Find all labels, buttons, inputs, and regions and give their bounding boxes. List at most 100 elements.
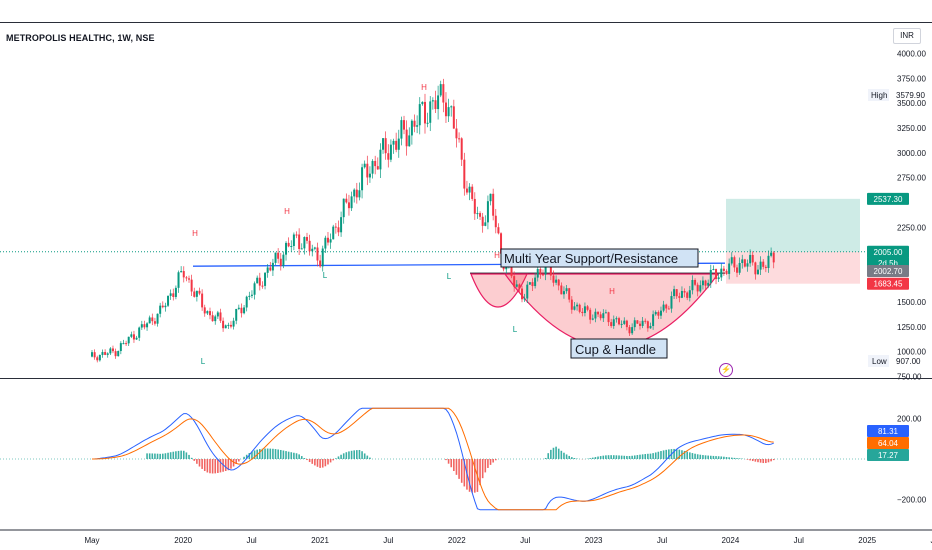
candle-body: [607, 312, 610, 323]
candle-body: [479, 213, 482, 217]
macd-histogram-bar: [725, 457, 728, 459]
candle-body: [392, 140, 395, 145]
macd-histogram-bar: [175, 451, 177, 459]
time-axis-label: Jul: [246, 536, 256, 545]
macd-histogram-bar: [738, 458, 741, 459]
macd-histogram-bar: [303, 458, 306, 459]
badge-text: 2002.70: [874, 267, 903, 276]
badge-bg: [867, 437, 909, 449]
badge-bg: [867, 245, 909, 258]
macd-histogram-bar: [269, 448, 272, 459]
swing-label: H: [609, 287, 615, 296]
candle-body: [216, 312, 219, 317]
candle-body: [452, 106, 455, 129]
macd-histogram-bar: [552, 447, 555, 459]
candle-body: [366, 163, 369, 178]
candle-body: [707, 282, 710, 286]
price-tick-label: 3000.00: [897, 149, 926, 158]
macd-histogram-bar: [211, 459, 214, 474]
candle-body: [138, 327, 141, 338]
candle-body: [185, 277, 188, 279]
candle-body: [96, 357, 99, 361]
macd-histogram-bar: [203, 459, 206, 472]
macd-histogram-bar: [639, 454, 641, 459]
annotation-text: Multi Year Support/Resistance: [504, 251, 678, 266]
macd-histogram-bar: [369, 457, 371, 459]
macd-histogram-bar: [770, 459, 772, 462]
macd-pane: [91, 407, 775, 511]
candle-body: [638, 323, 641, 326]
macd-histogram-bar: [279, 449, 282, 459]
badge-text: 1683.45: [874, 280, 903, 289]
candle-body: [513, 276, 516, 287]
candle-body: [400, 120, 403, 139]
macd-histogram-bar: [610, 455, 612, 459]
candle-body: [544, 261, 547, 275]
candle-body: [292, 234, 295, 247]
candle-body: [148, 317, 151, 324]
cup-arc: [503, 273, 720, 348]
macd-histogram-bar: [696, 454, 699, 459]
macd-histogram-bar: [314, 459, 316, 466]
candle-body: [694, 279, 697, 285]
time-axis-label: Jul: [383, 536, 393, 545]
candle-body: [300, 248, 303, 250]
candle-body: [743, 259, 746, 267]
lightning-icon[interactable]: ⚡: [719, 363, 733, 377]
last-price-badge: 2005.00: [867, 245, 909, 258]
candle-body: [444, 102, 447, 117]
candle-body: [562, 291, 565, 295]
candle-body: [654, 312, 657, 315]
macd-histogram-bar: [550, 449, 552, 459]
candle-body: [612, 319, 615, 327]
candle-body: [195, 290, 198, 297]
candle-body: [174, 287, 177, 297]
time-axis-label: 2021: [311, 536, 329, 545]
candle-body: [701, 280, 704, 286]
macd-histogram-bar: [214, 459, 217, 474]
macd-histogram-bar: [762, 459, 765, 464]
macd-histogram-bar: [668, 449, 670, 459]
candle-body: [208, 311, 211, 316]
macd-histogram-bar: [327, 459, 329, 465]
price-tick-label: 3250.00: [897, 124, 926, 133]
candle-body: [303, 237, 306, 249]
candle-body: [500, 233, 503, 254]
candle-body: [423, 101, 426, 124]
currency-button[interactable]: INR: [893, 28, 921, 44]
macd-histogram-bar: [468, 459, 471, 492]
macd-histogram-bar: [298, 454, 300, 459]
price-tick-label: 1500.00: [897, 298, 926, 307]
macd-histogram-bar: [487, 459, 489, 468]
macd-histogram-bar: [353, 450, 355, 459]
macd-histogram-bar: [686, 451, 688, 459]
candle-body: [355, 189, 358, 198]
candle-body: [486, 201, 489, 223]
macd-histogram-bar: [358, 449, 361, 459]
candle-body: [573, 306, 576, 310]
pane-separator[interactable]: [0, 378, 932, 379]
candle-body: [91, 352, 93, 357]
macd-histogram-bar: [248, 453, 251, 459]
candle-body: [465, 188, 468, 193]
top-toolbar: [0, 0, 932, 23]
macd-histogram-bar: [156, 453, 159, 459]
macd-histogram-bar: [633, 455, 636, 459]
macd-histogram-bar: [623, 455, 626, 459]
badge-bg: [867, 277, 909, 290]
macd-histogram-bar: [300, 456, 303, 459]
macd-histogram-bar: [736, 458, 738, 459]
macd-histogram-bar: [599, 456, 602, 459]
swing-label: H: [421, 83, 427, 92]
candle-body: [376, 166, 379, 170]
macd-histogram-bar: [161, 453, 164, 459]
macd-histogram-bar: [363, 453, 366, 459]
macd-histogram-bar: [151, 453, 154, 459]
candle-body: [680, 291, 683, 298]
low-marker: Low 907.00: [868, 355, 921, 367]
candle-body: [106, 353, 109, 355]
candle-body: [602, 313, 605, 319]
macd-histogram-bar: [201, 459, 203, 469]
macd-histogram-bar: [159, 453, 161, 459]
